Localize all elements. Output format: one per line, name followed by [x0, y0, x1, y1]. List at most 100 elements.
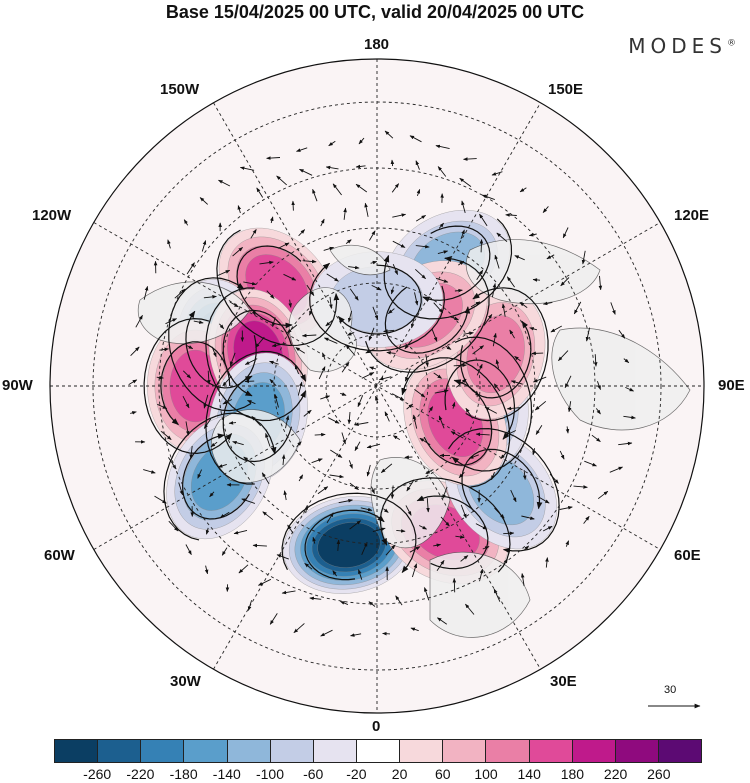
- wind-vector: [558, 350, 569, 362]
- wind-vector: [461, 200, 466, 214]
- wind-vector: [532, 448, 536, 456]
- wind-vector: [221, 547, 228, 556]
- wind-vector: [433, 302, 444, 314]
- wind-vector: [479, 568, 484, 582]
- wind-vector: [501, 303, 506, 317]
- wind-vector: [415, 160, 420, 170]
- colorbar-swatch: [140, 739, 184, 763]
- wind-vector: [425, 354, 429, 368]
- wind-vector: [257, 578, 272, 586]
- wind-vector: [514, 255, 525, 261]
- wind-vector: [460, 504, 467, 519]
- wind-vector: [320, 218, 325, 227]
- wind-vector: [350, 633, 362, 637]
- wind-vector: [203, 295, 217, 299]
- wind-vector: [217, 463, 227, 468]
- wind-vector: [347, 310, 353, 323]
- colorbar-tick-label: 220: [603, 766, 628, 782]
- wind-vector: [160, 430, 172, 440]
- wind-vector: [459, 177, 472, 187]
- wind-vector: [495, 359, 500, 369]
- wind-vector: [528, 232, 537, 237]
- wind-vector: [299, 168, 313, 176]
- colorbar-tick-label: -260: [83, 766, 112, 782]
- colorbar-swatch: [657, 739, 703, 763]
- wind-vector: [395, 595, 403, 606]
- wind-vector: [247, 399, 256, 405]
- wind-vector: [243, 281, 257, 286]
- wind-vector: [130, 411, 137, 415]
- wind-vector: [440, 516, 450, 527]
- colorbar-tick-label: -100: [255, 766, 285, 782]
- wind-vector: [463, 157, 477, 161]
- wind-vector: [560, 277, 570, 287]
- wind-vector: [252, 543, 267, 548]
- wind-vector: [370, 486, 375, 495]
- wind-vector: [332, 570, 337, 577]
- circulation-arrow: [384, 286, 471, 354]
- wind-vector: [390, 286, 395, 295]
- wind-vector: [618, 441, 633, 446]
- wind-vector: [415, 215, 426, 222]
- wind-vector: [372, 527, 386, 533]
- wind-vector: [318, 366, 326, 380]
- wind-vector: [341, 432, 346, 445]
- wind-vector: [311, 458, 323, 464]
- wind-vector: [262, 511, 274, 521]
- wind-vector: [336, 539, 341, 551]
- wind-vector: [237, 205, 242, 214]
- colorbar: [54, 739, 703, 763]
- wind-vector: [476, 363, 483, 376]
- lon-label-30e: 30E: [550, 673, 577, 690]
- wind-vector: [521, 515, 535, 520]
- wind-vector: [256, 187, 264, 198]
- wind-vector: [203, 418, 212, 429]
- colorbar-swatch: [269, 739, 313, 763]
- wind-vector: [303, 409, 312, 417]
- wind-vector: [361, 541, 368, 555]
- wind-vector: [460, 229, 465, 240]
- wind-vector: [159, 347, 169, 352]
- wind-vector: [298, 229, 306, 237]
- wind-vector: [375, 395, 379, 404]
- wind-vector: [414, 389, 426, 398]
- circulation-arrow: [422, 225, 491, 302]
- wind-vector: [182, 370, 192, 379]
- circulation-arrow: [444, 359, 516, 440]
- colorbar-swatch: [614, 739, 658, 763]
- wind-vector: [219, 323, 225, 330]
- wind-vector: [210, 441, 218, 448]
- circulation-arrow: [205, 350, 307, 485]
- wind-vector: [573, 301, 582, 315]
- anomaly-contour: [317, 522, 381, 568]
- circulation-arrow: [281, 492, 417, 574]
- wind-vector: [618, 329, 626, 339]
- wind-vector: [493, 588, 501, 602]
- wind-vector: [431, 328, 438, 342]
- wind-vector: [510, 380, 523, 385]
- wind-vector: [298, 474, 304, 482]
- colorbar-swatch: [442, 739, 486, 763]
- colorbar-tick-label: -60: [303, 766, 324, 782]
- lon-label-30w: 30W: [170, 673, 201, 690]
- wind-vector: [610, 302, 616, 315]
- wind-vector: [386, 351, 396, 355]
- wind-vector: [384, 411, 390, 422]
- wind-vector: [510, 489, 517, 503]
- wind-vector: [481, 194, 495, 201]
- wind-vector: [327, 417, 340, 424]
- wind-vector: [391, 183, 400, 193]
- wind-vector: [232, 247, 243, 257]
- lon-label-120w: 120W: [32, 207, 72, 224]
- wind-vector: [314, 432, 326, 437]
- wind-vector: [345, 239, 352, 244]
- wind-vector: [291, 200, 295, 211]
- wind-vector: [189, 445, 193, 459]
- wind-vector: [323, 337, 338, 344]
- wind-vector: [239, 166, 255, 171]
- wind-vector: [598, 275, 603, 291]
- wind-vector: [322, 352, 326, 360]
- wind-vector: [409, 135, 422, 143]
- wind-vector: [492, 332, 497, 347]
- circulation-arrow: [365, 256, 490, 373]
